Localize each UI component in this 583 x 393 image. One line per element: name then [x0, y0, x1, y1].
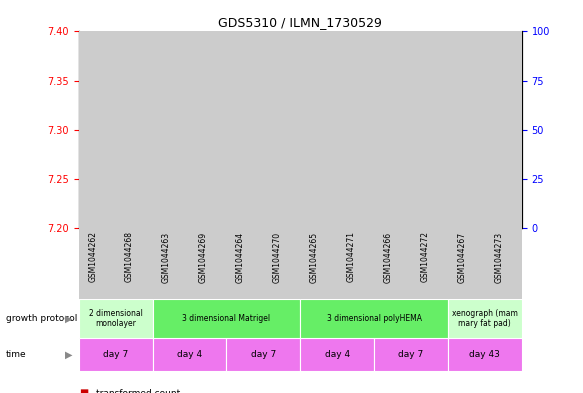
Text: time: time [6, 350, 26, 359]
Bar [279, 79, 285, 228]
Bar [79, 299, 153, 338]
Text: GSM1044265: GSM1044265 [310, 231, 319, 283]
Bar [501, 143, 506, 228]
Text: ▶: ▶ [65, 313, 72, 323]
Bar [94, 184, 100, 228]
Bar [300, 299, 448, 338]
Text: GSM1044270: GSM1044270 [273, 231, 282, 283]
Bar [79, 338, 153, 371]
Title: GDS5310 / ILMN_1730529: GDS5310 / ILMN_1730529 [218, 16, 382, 29]
Text: day 43: day 43 [469, 350, 500, 359]
Text: GSM1044272: GSM1044272 [420, 231, 430, 283]
Text: GSM1044264: GSM1044264 [236, 231, 245, 283]
Text: day 7: day 7 [398, 350, 424, 359]
Bar [374, 338, 448, 371]
Bar [168, 161, 174, 228]
Bar [427, 140, 432, 228]
Text: GSM1044263: GSM1044263 [162, 231, 171, 283]
Text: transformed count: transformed count [96, 389, 181, 393]
Text: day 7: day 7 [251, 350, 276, 359]
Bar [353, 195, 359, 228]
Text: day 4: day 4 [325, 350, 350, 359]
Bar [390, 110, 395, 228]
Text: GSM1044267: GSM1044267 [458, 231, 466, 283]
Text: 2 dimensional
monolayer: 2 dimensional monolayer [89, 309, 143, 328]
Bar [463, 147, 469, 228]
Bar [153, 338, 226, 371]
Bar [316, 200, 321, 228]
Text: GSM1044269: GSM1044269 [199, 231, 208, 283]
Bar [300, 338, 374, 371]
Text: ▶: ▶ [65, 350, 72, 360]
Text: GSM1044271: GSM1044271 [347, 231, 356, 283]
Bar [448, 338, 522, 371]
Bar [205, 56, 210, 228]
Text: 3 dimensional Matrigel: 3 dimensional Matrigel [182, 314, 271, 323]
Bar [226, 338, 300, 371]
Text: GSM1044266: GSM1044266 [384, 231, 392, 283]
Text: day 7: day 7 [103, 350, 128, 359]
Bar [242, 92, 248, 228]
Text: xenograph (mam
mary fat pad): xenograph (mam mary fat pad) [452, 309, 518, 328]
Text: GSM1044273: GSM1044273 [494, 231, 503, 283]
Bar [131, 123, 137, 228]
Text: day 4: day 4 [177, 350, 202, 359]
Text: ■: ■ [79, 388, 88, 393]
Text: GSM1044268: GSM1044268 [125, 231, 134, 283]
Text: growth protocol: growth protocol [6, 314, 77, 323]
Bar [448, 299, 522, 338]
Bar [153, 299, 300, 338]
Text: 3 dimensional polyHEMA: 3 dimensional polyHEMA [326, 314, 422, 323]
Text: GSM1044262: GSM1044262 [88, 231, 97, 283]
